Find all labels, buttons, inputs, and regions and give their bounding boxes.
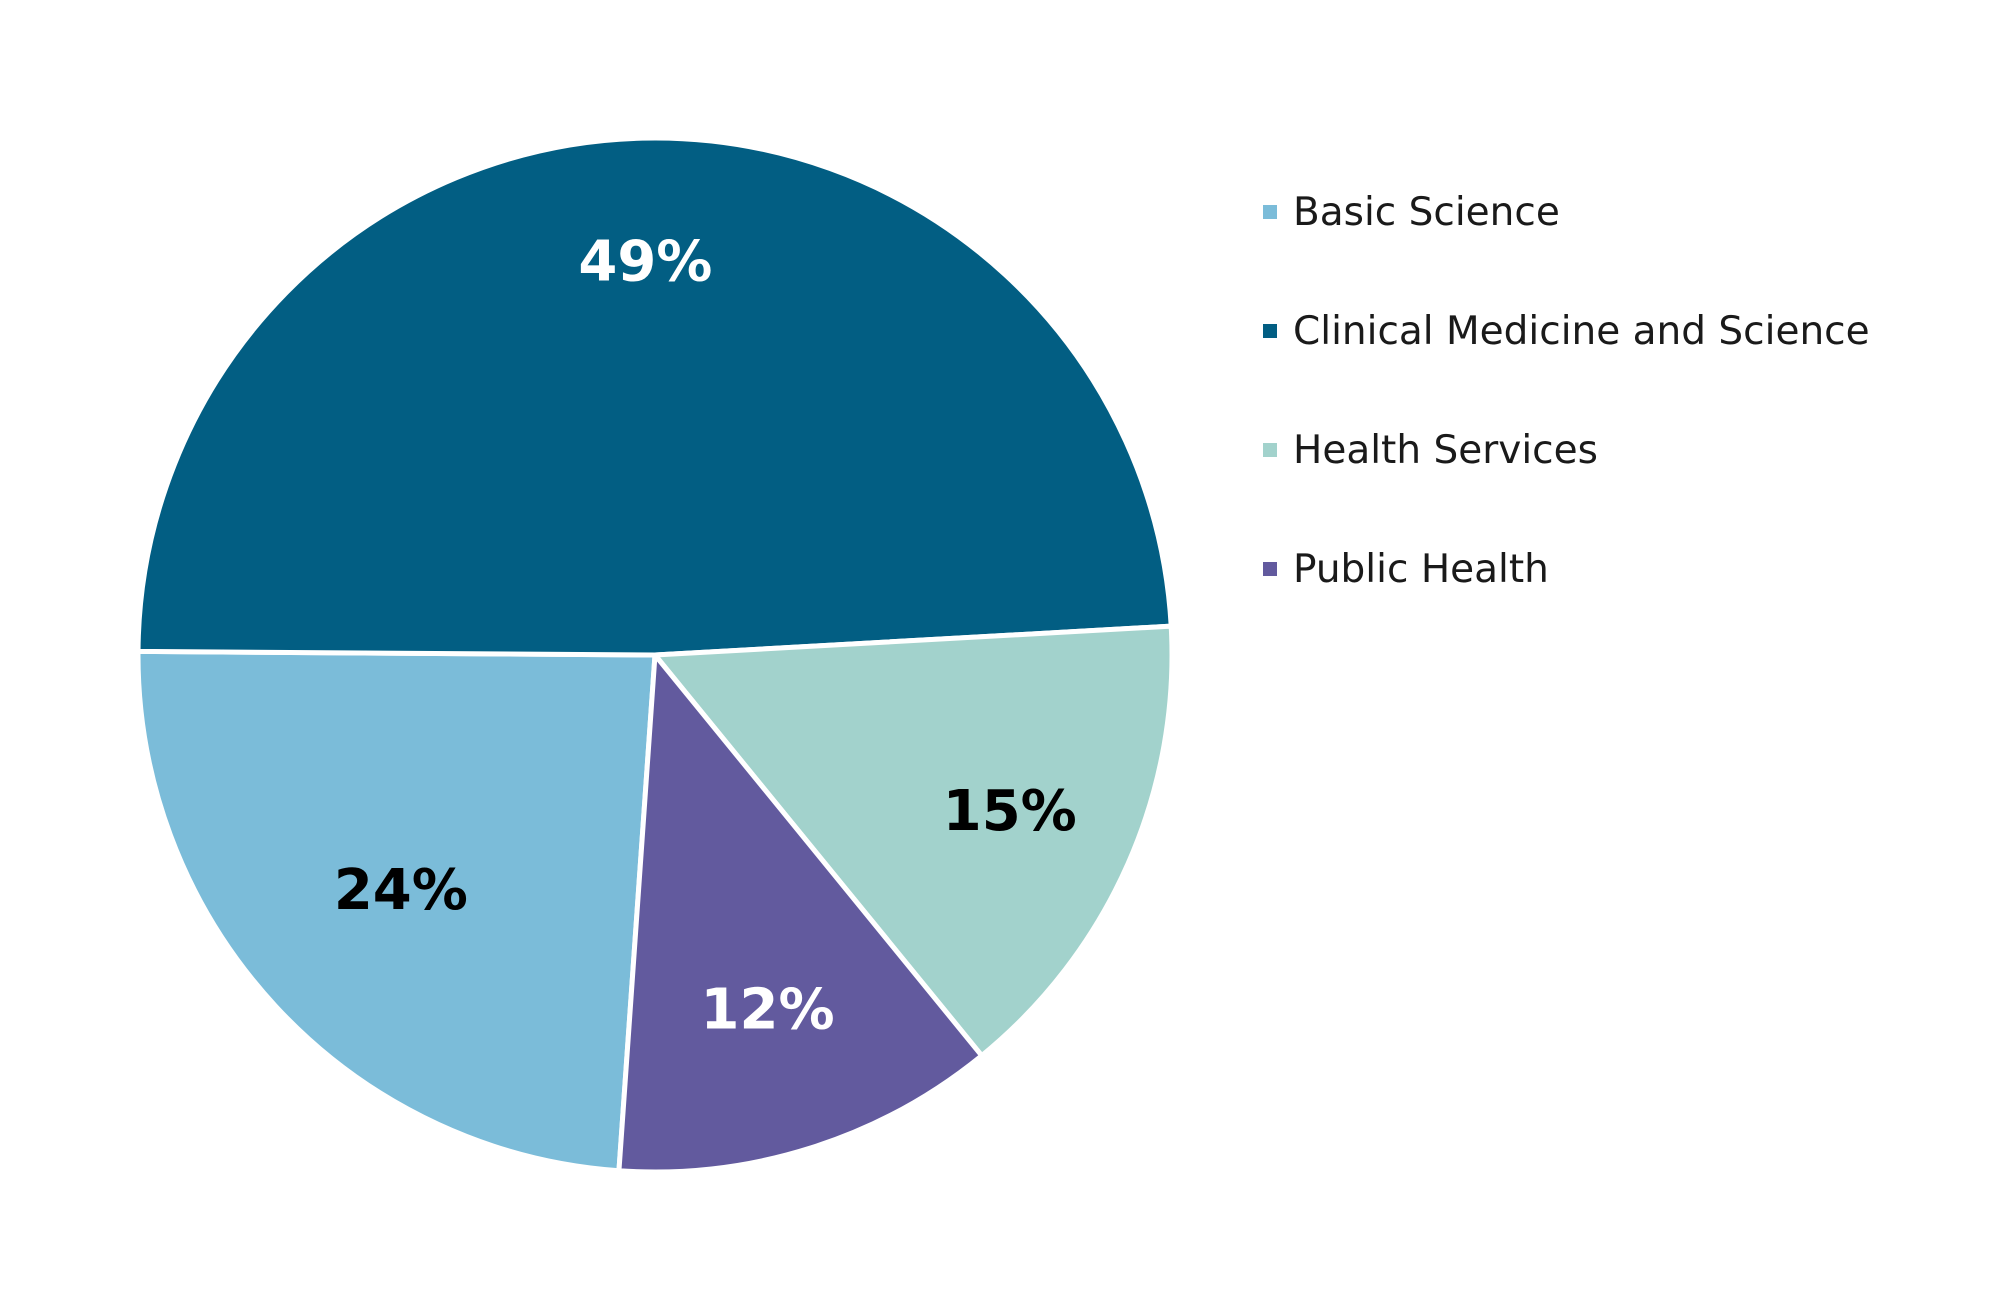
pie-label-public-health: 12% [701,977,835,1042]
pie-labels: 24% 49% 15% 12% [334,230,1077,1043]
pie-label-clinical-medicine-and-science: 49% [578,230,712,295]
pie-slice-clinical-medicine-and-science [135,135,1174,658]
legend-item-basic-science: Basic Science [1263,189,1870,235]
legend-item-clinical-medicine-and-science: Clinical Medicine and Science [1263,308,1870,354]
legend-label-health-services: Health Services [1293,427,1598,473]
legend-swatch-clinical-medicine-and-science [1263,324,1277,338]
pie-label-basic-science: 24% [334,858,468,923]
pie-slices [135,135,1175,1175]
legend-label-clinical-medicine-and-science: Clinical Medicine and Science [1293,308,1870,354]
legend-swatch-health-services [1263,443,1277,457]
legend-label-public-health: Public Health [1293,546,1549,592]
legend-swatch-basic-science [1263,205,1277,219]
pie-slice-basic-science [135,648,658,1174]
legend-item-public-health: Public Health [1263,546,1870,592]
legend-item-health-services: Health Services [1263,427,1870,473]
pie-slice-health-services [652,623,1175,1059]
pie-slice-public-health [616,652,985,1175]
legend-label-basic-science: Basic Science [1293,189,1560,235]
legend: Basic Science Clinical Medicine and Scie… [1263,190,1870,666]
pie-label-health-services: 15% [943,779,1077,844]
legend-swatch-public-health [1263,562,1277,576]
